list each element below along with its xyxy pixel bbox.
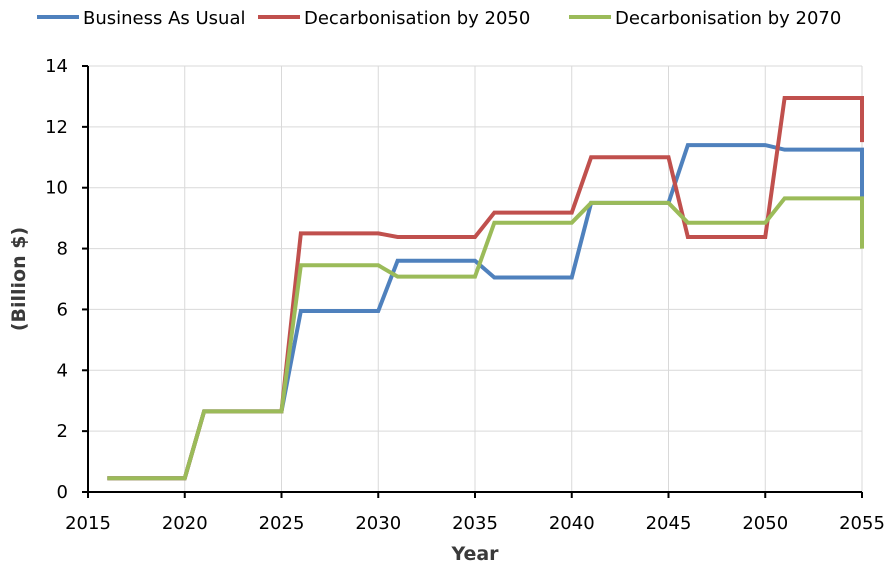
y-tick-label: 10	[45, 178, 68, 199]
axes	[82, 65, 863, 498]
series-line-2	[107, 95, 864, 481]
y-tick-label: 6	[57, 299, 68, 320]
tick-labels: 0 2 4 6 8 10 12 14 2015 2020 2025 2030 2035 2040 2045 2…	[45, 56, 885, 534]
y-tick-label: 14	[45, 56, 68, 77]
legend-label-3: Decarbonisation by 2070	[615, 8, 841, 29]
x-tick-label: 2045	[646, 513, 692, 534]
gridlines	[88, 65, 863, 492]
y-axis-title: (Billion $)	[8, 227, 30, 331]
y-tick-label: 0	[57, 482, 68, 503]
x-tick-label: 2030	[355, 513, 401, 534]
series-line-1	[107, 143, 864, 481]
x-tick-label: 2040	[549, 513, 595, 534]
x-tick-label: 2025	[259, 513, 305, 534]
series-line-3	[107, 196, 864, 481]
legend: Business As Usual Decarbonisation by 2050…	[37, 8, 841, 29]
series-lines	[107, 95, 864, 481]
x-tick-label: 2055	[839, 513, 885, 534]
x-axis-title: Year	[450, 543, 499, 565]
x-tick-label: 2035	[452, 513, 498, 534]
y-tick-label: 12	[45, 117, 68, 138]
y-tick-label: 4	[57, 360, 68, 381]
y-tick-label: 2	[57, 421, 68, 442]
legend-label-2: Decarbonisation by 2050	[304, 8, 530, 29]
legend-label-1: Business As Usual	[83, 8, 246, 29]
y-tick-label: 8	[57, 239, 68, 260]
x-tick-label: 2020	[162, 513, 208, 534]
x-tick-label: 2015	[65, 513, 111, 534]
x-tick-label: 2050	[742, 513, 788, 534]
